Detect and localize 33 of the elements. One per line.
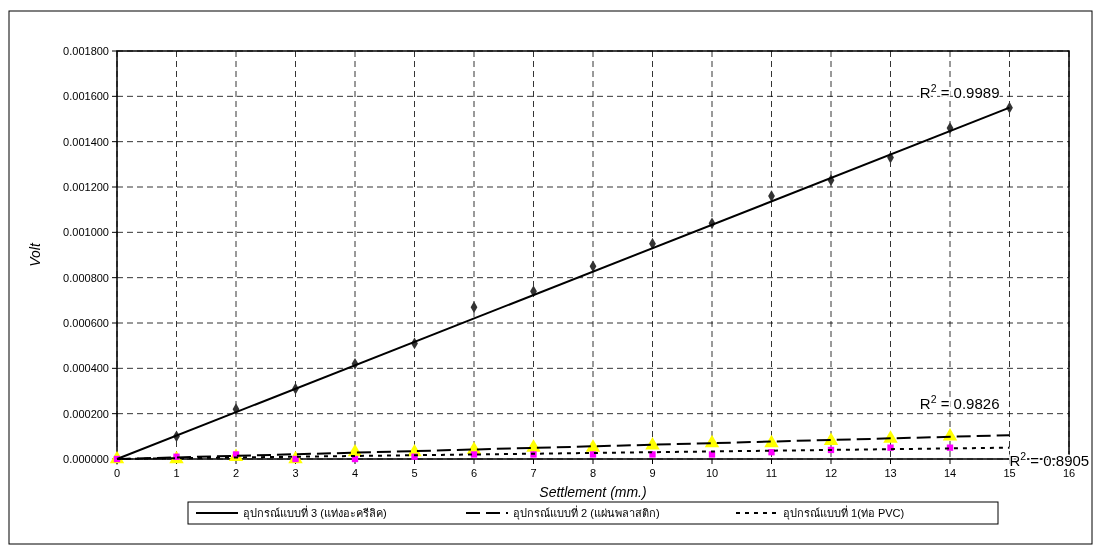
x-tick-label: 0: [113, 467, 121, 479]
y-axis-title: Volt: [27, 242, 43, 267]
x-tick-label: 10: [705, 467, 719, 479]
y-tick-label: 0.000800: [63, 271, 109, 284]
y-tick-label: 0.001200: [63, 180, 109, 193]
x-tick-label: 4: [351, 467, 359, 479]
x-tick-label: 15: [1003, 467, 1016, 479]
legend-label: อุปกรณ์แบบที่ 1(ท่อ PVC): [783, 504, 905, 520]
y-tick-label: 0.000000: [63, 452, 109, 465]
x-tick-label: 11: [765, 467, 778, 479]
x-tick-label: 14: [943, 467, 957, 479]
y-tick-label: 0.001800: [63, 44, 109, 57]
y-tick-label: 0.001600: [63, 90, 109, 103]
x-tick-label: 13: [884, 467, 897, 479]
x-tick-label: 2: [232, 467, 240, 479]
y-tick-label: 0.001400: [63, 135, 109, 148]
x-tick-label: 12: [824, 467, 838, 479]
y-tick-label: 0.000600: [63, 316, 109, 329]
legend-label: อุปกรณ์แบบที่ 2 (แผ่นพลาสติก): [513, 504, 660, 520]
x-tick-label: 5: [411, 467, 418, 479]
annotation: R$^{2}$ = 0.9826: [919, 393, 1000, 413]
y-tick-label: 0.000200: [63, 407, 109, 420]
x-tick-label: 6: [470, 467, 478, 479]
x-tick-label: 9: [649, 467, 656, 479]
x-tick-label: 7: [530, 467, 537, 479]
x-tick-label: 16: [1062, 467, 1076, 479]
x-axis-title: Settlement (mm.): [539, 484, 647, 500]
x-tick-label: 1: [173, 467, 180, 479]
y-tick-label: 0.001000: [63, 226, 109, 239]
legend-label: อุปกรณ์แบบที่ 3 (แท่งอะครีลิค): [243, 504, 387, 520]
y-tick-label: 0.000400: [63, 362, 109, 375]
x-tick-label: 3: [292, 467, 299, 479]
x-tick-label: 8: [589, 467, 597, 479]
